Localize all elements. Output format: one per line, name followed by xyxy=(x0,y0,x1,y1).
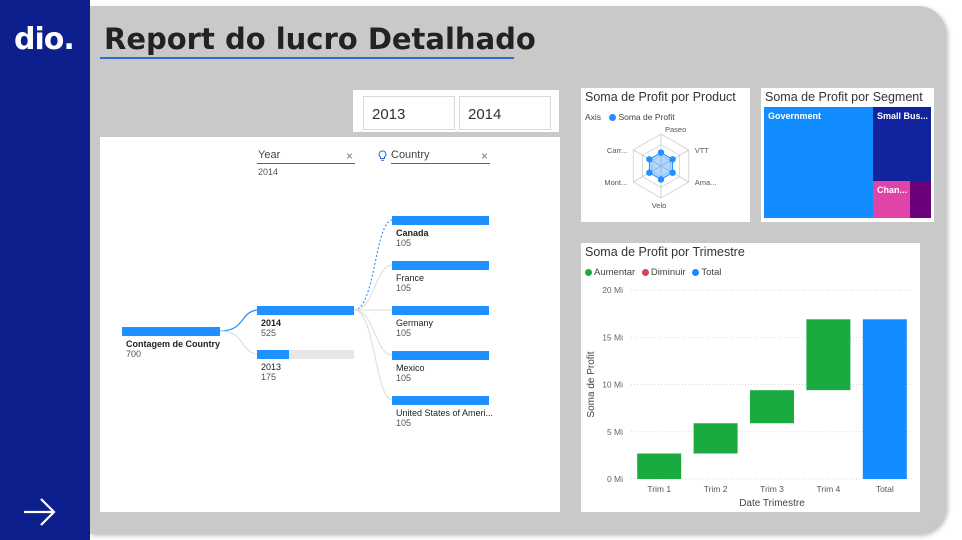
country-node-4-label: United States of Ameri... xyxy=(396,408,494,418)
country-node-3-value: 105 xyxy=(396,373,412,383)
country-header-underline xyxy=(391,163,490,164)
close-country-level-icon[interactable]: × xyxy=(481,149,489,163)
radar-axis-label: Ama... xyxy=(695,178,717,187)
country-node-2-value: 105 xyxy=(396,328,412,338)
country-node-4-bar-fill xyxy=(392,396,489,405)
waterfall-bar-total[interactable] xyxy=(862,319,907,479)
treemap-title: Soma de Profit por Segment xyxy=(765,90,923,104)
country-node-3-bar-fill xyxy=(392,351,489,360)
x-axis-title: Date Trimestre xyxy=(739,498,805,509)
sidebar: dio. xyxy=(0,0,90,540)
legend-dot-total xyxy=(692,269,700,276)
year-node-2013-value: 175 xyxy=(261,372,277,382)
radar-axis-label: Velo xyxy=(652,201,667,210)
page-title: Report do lucro Detalhado xyxy=(104,22,536,56)
year-header-underline xyxy=(257,163,355,164)
treemap-tile-government[interactable]: Government xyxy=(764,107,873,218)
radar-point xyxy=(669,169,676,176)
waterfall-bar-trim-1[interactable] xyxy=(637,453,682,479)
year-level-selection: 2014 xyxy=(258,167,279,177)
year-node-2014-label: 2014 xyxy=(261,318,282,328)
x-tick-label: Trim 1 xyxy=(647,484,671,494)
country-node-0-bar-fill xyxy=(392,216,489,225)
waterfall-bar-trim-4[interactable] xyxy=(806,319,851,391)
treemap-tile-channel[interactable]: Chan... xyxy=(873,181,910,218)
arrow-right-icon[interactable] xyxy=(22,496,58,528)
x-tick-label: Trim 2 xyxy=(704,484,728,494)
y-tick-label: 15 Mi xyxy=(602,332,623,342)
country-node-1-bar-fill xyxy=(392,261,489,270)
country-node-2-bar-fill xyxy=(392,306,489,315)
country-level-header[interactable]: Country xyxy=(391,149,430,161)
x-tick-label: Total xyxy=(876,484,894,494)
root-label: Contagem de Country xyxy=(126,339,221,349)
year-node-2013-bar[interactable] xyxy=(257,350,354,359)
waterfall-legend: Aumentar Diminuir Total xyxy=(585,267,721,278)
tree-connectors xyxy=(219,219,393,401)
radar-axis-label: Paseo xyxy=(665,125,686,134)
decomposition-tree: Year × 2014 Country × Contagem de Countr… xyxy=(100,137,560,512)
country-node-0-value: 105 xyxy=(396,238,412,248)
radar-legend-axis: Axis xyxy=(585,112,602,122)
year-node-2014-value: 525 xyxy=(261,328,277,338)
x-tick-label: Trim 4 xyxy=(817,484,841,494)
country-node-1-label: France xyxy=(396,273,425,283)
y-tick-label: 0 Mi xyxy=(607,474,623,484)
legend-dot-diminuir xyxy=(641,269,649,276)
radar-axis-label: Mont... xyxy=(604,178,627,187)
radar-point xyxy=(646,156,653,163)
country-node-0-label: Canada xyxy=(396,228,429,238)
country-node-2-label: Germany xyxy=(396,318,434,328)
waterfall-bar-trim-3[interactable] xyxy=(750,390,794,424)
legend-aumentar[interactable]: Aumentar xyxy=(594,267,636,278)
legend-diminuir[interactable]: Diminuir xyxy=(650,267,686,278)
waterfall-bar-trim-2[interactable] xyxy=(693,423,738,454)
waterfall-chart-card: Soma de Profit por Trimestre Aumentar Di… xyxy=(581,243,920,512)
year-node-2013-bar-fill xyxy=(257,350,289,359)
year-level-header[interactable]: Year xyxy=(258,149,281,161)
y-axis-title: Soma de Profit xyxy=(586,351,597,417)
radar-legend: Axis Soma de Profit xyxy=(585,112,675,122)
radar-axis-label: Carr... xyxy=(607,146,627,155)
country-node-4-value: 105 xyxy=(396,418,412,428)
lightbulb-icon xyxy=(378,150,387,161)
radar-series-area xyxy=(648,152,674,180)
radar-axis-label: VTT xyxy=(695,146,710,155)
slicer-option-2014[interactable]: 2014 xyxy=(459,96,551,130)
radar-legend-dot xyxy=(609,114,617,121)
year-slicer: 2013 2014 xyxy=(353,90,559,132)
y-tick-label: 10 Mi xyxy=(602,380,623,390)
dio-logo: dio. xyxy=(14,22,75,57)
root-value: 700 xyxy=(126,349,142,359)
close-year-level-icon[interactable]: × xyxy=(346,149,354,163)
year-node-2013-label: 2013 xyxy=(261,362,282,372)
country-node-3-label: Mexico xyxy=(396,363,425,373)
legend-total[interactable]: Total xyxy=(701,267,722,278)
radar-point xyxy=(669,156,676,163)
radar-point xyxy=(646,169,653,176)
root-bar-fill xyxy=(122,327,220,336)
radar-chart-card: Soma de Profit por Product Axis Soma de … xyxy=(581,88,750,222)
year-node-2014-bar-fill xyxy=(257,306,354,315)
y-tick-label: 20 Mi xyxy=(602,285,623,295)
radar-point xyxy=(657,149,665,156)
waterfall-plot: 0 Mi 5 Mi 10 Mi 15 Mi 20 Mi Trim 1 Trim 2 Trim … xyxy=(586,285,913,509)
radar-plot: Paseo VTT Ama... Velo Mont... Carr... xyxy=(604,125,717,210)
y-tick-label: 5 Mi xyxy=(607,427,623,437)
treemap-tile-small-business[interactable]: Small Bus... xyxy=(873,107,931,181)
title-underline xyxy=(100,57,514,59)
treemap-card: Soma de Profit por Segment Government Sm… xyxy=(761,88,934,222)
radar-point xyxy=(657,176,665,183)
slicer-option-2013[interactable]: 2013 xyxy=(363,96,455,130)
treemap-tile-other[interactable] xyxy=(910,181,931,218)
country-node-1-value: 105 xyxy=(396,283,412,293)
waterfall-chart-title: Soma de Profit por Trimestre xyxy=(585,245,745,259)
legend-dot-aumentar xyxy=(585,269,592,276)
x-tick-label: Trim 3 xyxy=(760,484,784,494)
radar-legend-series: Soma de Profit xyxy=(618,112,675,122)
radar-chart-title: Soma de Profit por Product xyxy=(585,90,736,104)
